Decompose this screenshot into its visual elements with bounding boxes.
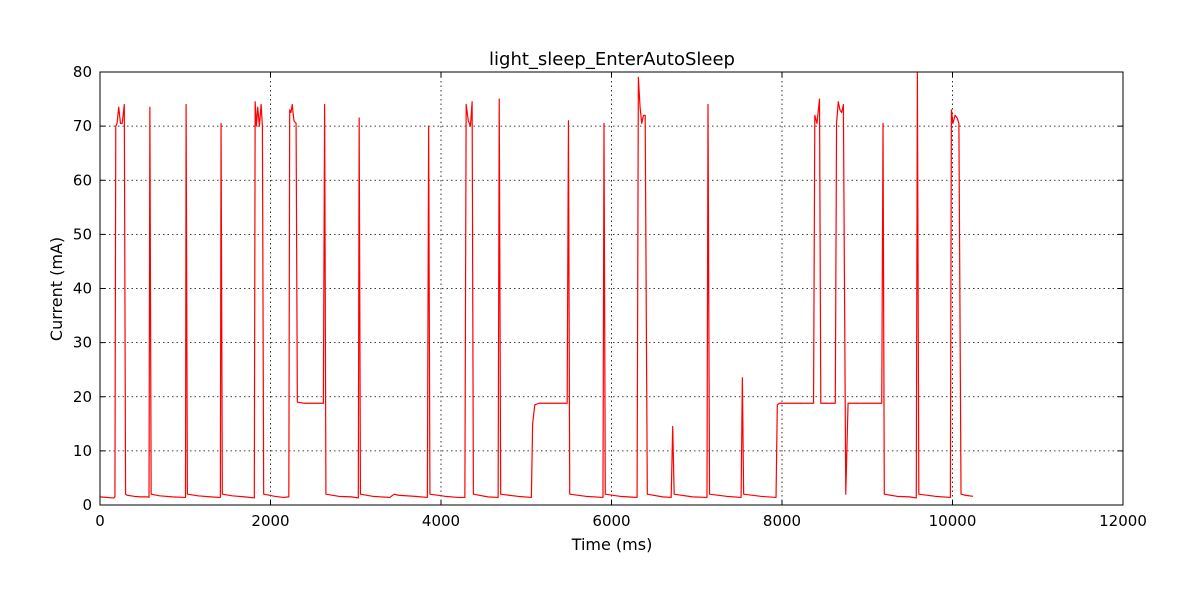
y-tick-label: 10 — [73, 442, 92, 460]
x-tick-label: 8000 — [763, 512, 801, 530]
ticks — [99, 71, 1124, 506]
x-tick-label: 10000 — [929, 512, 977, 530]
grid — [100, 72, 1123, 505]
tick-labels: 0 2000 4000 6000 8000 10000 12000 0 10 20 30 40 50 60… — [73, 63, 1147, 530]
y-tick-label: 60 — [73, 171, 92, 189]
y-tick-label: 30 — [73, 334, 92, 352]
y-tick-label: 80 — [73, 63, 92, 81]
x-tick-label: 4000 — [422, 512, 460, 530]
current-series-line — [99, 71, 974, 499]
y-tick-label: 50 — [73, 225, 92, 243]
x-axis-label: Time (ms) — [571, 535, 653, 554]
y-tick-label: 70 — [73, 117, 92, 135]
y-axis-label: Current (mA) — [47, 237, 66, 341]
x-tick-label: 6000 — [592, 512, 630, 530]
series-layer — [99, 71, 974, 499]
x-tick-label: 2000 — [251, 512, 289, 530]
x-tick-label: 0 — [95, 512, 105, 530]
chart-title: light_sleep_EnterAutoSleep — [489, 49, 735, 70]
y-tick-label: 20 — [73, 388, 92, 406]
y-tick-label: 0 — [82, 496, 92, 514]
x-tick-label: 12000 — [1099, 512, 1147, 530]
y-tick-label: 40 — [73, 280, 92, 298]
